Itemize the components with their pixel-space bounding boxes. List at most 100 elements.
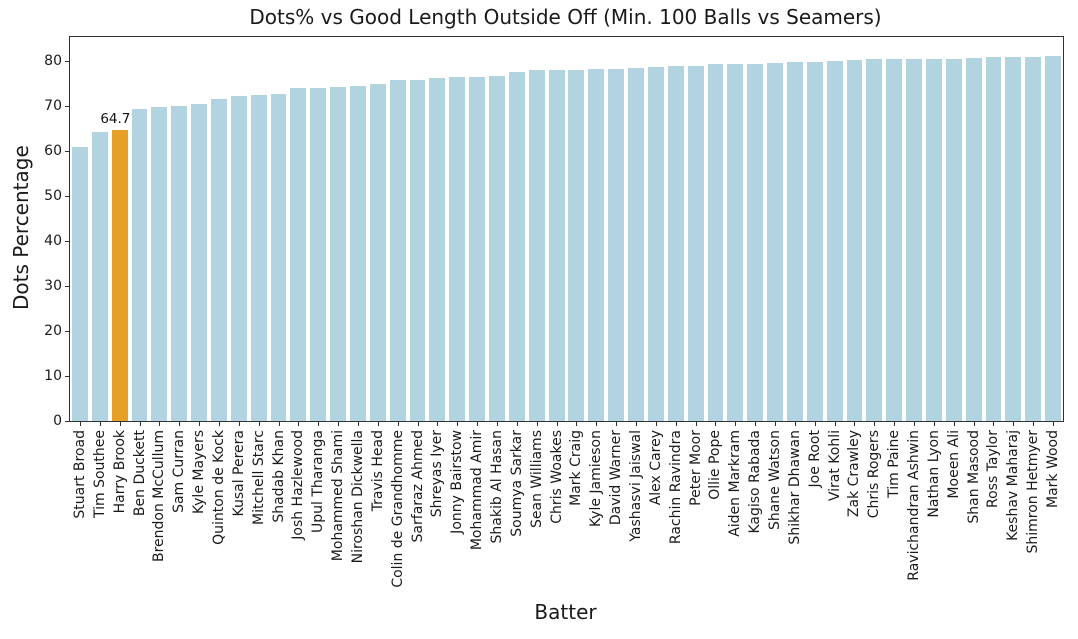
x-tick-label: Tim Southee — [91, 430, 108, 519]
x-tick-label: Sam Curran — [171, 430, 188, 513]
bar-harry-brook — [111, 129, 128, 421]
x-tick-label: Alex Carey — [647, 430, 664, 506]
bar-soumya-sarkar — [508, 72, 525, 421]
bar-mark-craig — [568, 69, 585, 421]
x-tick — [417, 422, 419, 426]
x-tick — [814, 422, 816, 426]
x-tick — [874, 422, 876, 426]
bar-nathan-lyon — [925, 58, 942, 421]
x-tick — [457, 422, 459, 426]
y-tick — [65, 105, 69, 107]
x-tick-label: Mohammad Amir — [469, 430, 486, 551]
x-tick-label: Shimron Hetmyer — [1025, 430, 1042, 554]
chart-title: Dots% vs Good Length Outside Off (Min. 1… — [249, 5, 882, 29]
y-tick-label: 20 — [44, 323, 62, 339]
x-tick-label: Mohammed Shami — [330, 430, 347, 562]
x-tick-label: Ben Duckett — [131, 430, 148, 517]
x-tick-label: Shane Watson — [767, 430, 784, 531]
x-tick — [1013, 422, 1015, 426]
x-axis-label: Batter — [534, 600, 597, 624]
x-tick-label: Rachin Ravindra — [667, 430, 684, 545]
bar-zak-crawley — [846, 59, 863, 421]
x-tick — [914, 422, 916, 426]
bar-yashasvi-jaiswal — [628, 68, 644, 421]
x-tick — [397, 422, 399, 426]
bar-kagiso-rabada — [747, 63, 764, 421]
bar-ollie-pope — [707, 64, 724, 421]
x-tick-label: Chris Woakes — [548, 430, 565, 524]
x-tick-label: Sean Williams — [528, 430, 545, 529]
x-tick-label: Ravichandran Ashwin — [906, 430, 923, 581]
bar-chris-rogers — [866, 59, 883, 421]
x-tick-label: Shakib Al Hasan — [488, 430, 505, 544]
x-tick-label: Mitchell Starc — [250, 430, 267, 525]
bar-shakib-al-hasan — [489, 75, 505, 421]
bar-aiden-markram — [727, 64, 744, 421]
bar-virat-kohli — [826, 60, 843, 421]
bar-quinton-de-kock — [211, 99, 227, 421]
y-tick — [65, 420, 69, 422]
y-tick-label: 70 — [44, 98, 62, 114]
bar-peter-moor — [687, 65, 704, 421]
bar-colin-de-grandhomme — [389, 80, 406, 421]
x-tick-label: Yashasvi Jaiswal — [628, 430, 644, 542]
plot-area: 64.71 Stuart Broad Tim Southee Harry Brook… — [44, 36, 1064, 588]
bar-shan-masood — [965, 57, 982, 421]
x-tick — [218, 422, 220, 426]
x-tick-label: Jonny Bairstow — [449, 430, 466, 534]
x-tick-label: Kusal Perera — [230, 430, 247, 517]
y-tick-label: 50 — [44, 188, 62, 204]
x-tick — [794, 422, 796, 426]
x-tick-label: Nathan Lyon — [925, 430, 942, 518]
y-axis-label: Dots Percentage — [9, 145, 33, 311]
bar-david-warner — [608, 68, 625, 421]
x-tick-label: Kyle Mayers — [191, 430, 208, 515]
bar-ravichandran-ashwin — [906, 58, 922, 421]
x-tick-label: Virat Kohli — [826, 430, 843, 502]
x-tick-label: Peter Moor — [687, 430, 704, 506]
bar-upul-tharanga — [310, 87, 327, 421]
bar-shreyas-iyer — [429, 77, 446, 421]
y-tick-label: 40 — [44, 233, 62, 249]
bar-shikhar-dhawan — [786, 62, 803, 421]
x-tick-label: Mark Craig — [568, 430, 585, 506]
bar-ben-duckett — [131, 108, 148, 421]
bar-tim-paine — [886, 59, 903, 421]
x-tick — [973, 422, 975, 426]
x-tick-label: Shadab Khan — [270, 430, 287, 523]
x-tick-label: Tim Paine — [886, 430, 903, 498]
bar-shimron-hetmyer — [1025, 56, 1042, 421]
x-tick — [238, 422, 240, 426]
x-tick — [636, 422, 637, 426]
x-tick-label: Stuart Broad — [71, 430, 88, 519]
x-tick-label: David Warner — [608, 430, 625, 526]
bar-kyle-jamieson — [588, 68, 605, 421]
bar-rachin-ravindra — [667, 65, 684, 421]
x-tick-label: Shan Masood — [965, 430, 982, 524]
x-tick — [933, 422, 935, 426]
x-tick-label: Ross Taylor — [985, 430, 1002, 509]
x-tick — [1033, 422, 1035, 426]
x-tick-label: Brendon McCullum — [151, 430, 168, 563]
y-tick-label: 80 — [44, 53, 62, 69]
y-tick — [65, 195, 69, 197]
x-tick-label: Soumya Sarkar — [508, 430, 525, 537]
x-tick-label: Shreyas Iyer — [429, 430, 446, 518]
x-tick — [616, 422, 618, 426]
bar-niroshan-dickwella — [350, 86, 366, 421]
x-tick — [536, 422, 538, 426]
x-tick-label: Chris Rogers — [866, 430, 883, 519]
bar-sam-curran — [171, 105, 188, 421]
bar-keshav-maharaj — [1005, 56, 1022, 421]
x-tick — [159, 422, 161, 426]
x-tick-label: Harry Brook — [111, 430, 128, 514]
bar-moeen-ali — [945, 58, 962, 421]
y-tick — [65, 330, 69, 332]
bar-josh-hazlewood — [290, 88, 307, 421]
bar-mitchell-starc — [250, 95, 267, 421]
bar-shane-watson — [767, 62, 783, 421]
x-tick — [377, 422, 379, 426]
y-tick-label: 10 — [44, 368, 62, 384]
x-tick-label: Travis Head — [369, 430, 386, 512]
x-tick-label: Quinton de Kock — [210, 430, 227, 545]
